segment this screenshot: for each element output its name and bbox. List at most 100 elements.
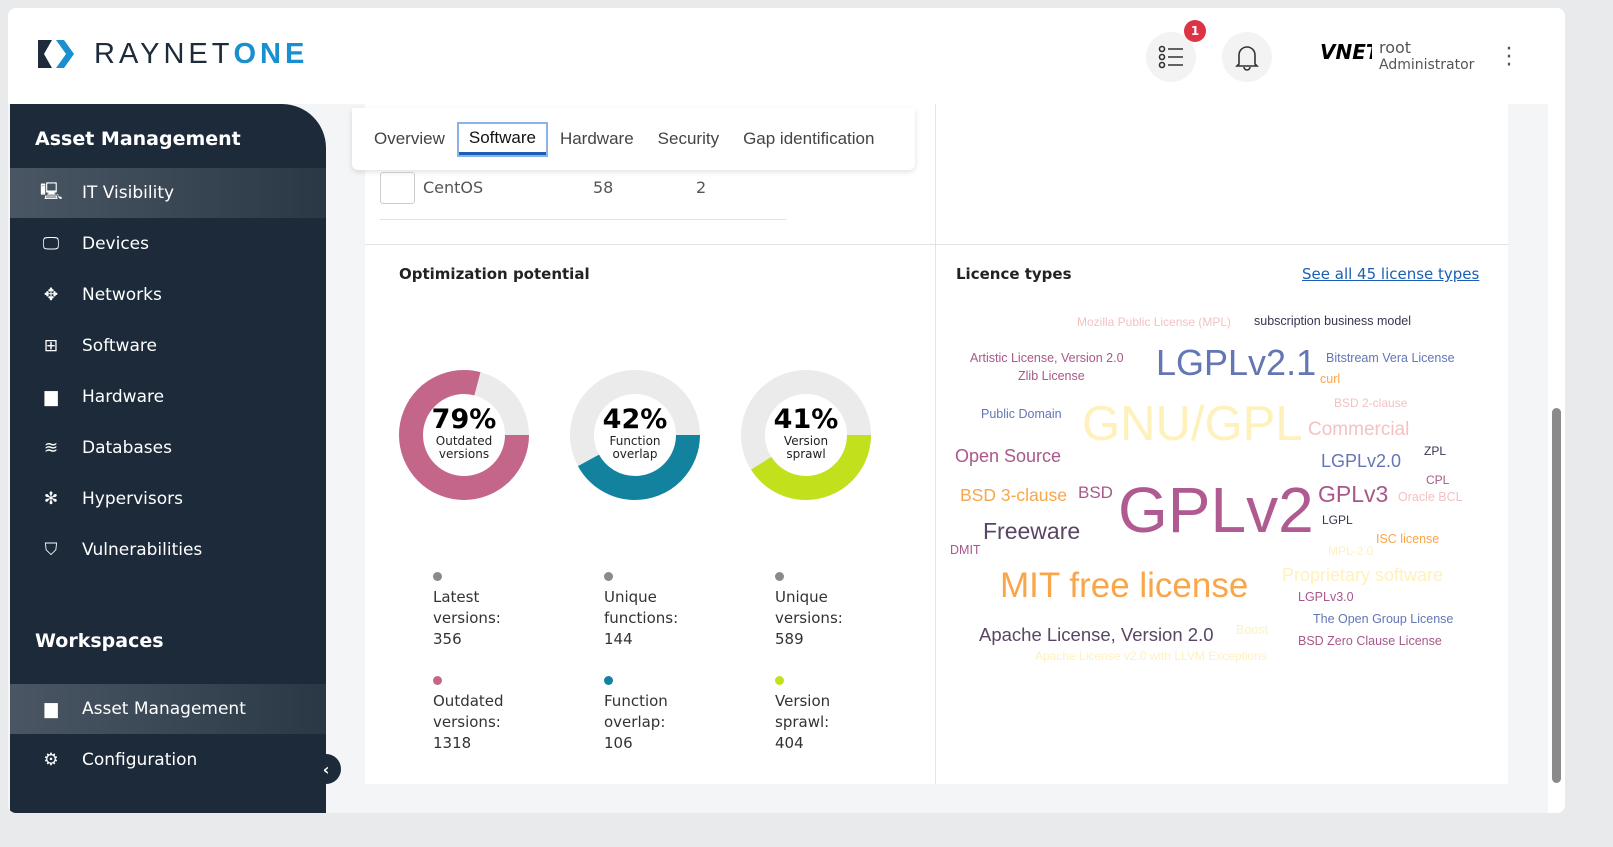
legend-value: 144 <box>604 630 633 648</box>
logo-mark-icon <box>38 40 74 68</box>
sidebar: Asset Management 🖳 IT Visibility 🖵 Devices ✥… <box>10 104 326 813</box>
donut-caption: Version <box>783 435 829 448</box>
sidebar-item-label: Vulnerabilities <box>82 540 203 560</box>
license-word[interactable]: Mozilla Public License (MPL) <box>1077 315 1232 329</box>
legend-item: Function overlap: 106 <box>604 676 684 754</box>
legend-value: 1318 <box>433 734 472 752</box>
header: RAYNETONE 1 VNET root Administrator ··· <box>8 8 1548 104</box>
donut-percent: 79% <box>431 404 497 435</box>
user-info[interactable]: root Administrator <box>1379 38 1474 73</box>
license-word[interactable]: GPLv3 <box>1318 481 1389 507</box>
sidebar-item-databases[interactable]: ≋ Databases <box>10 423 326 473</box>
license-word[interactable]: Freeware <box>983 518 1081 544</box>
license-word[interactable]: The Open Group License <box>1313 612 1454 626</box>
logo-suffix: ONE <box>233 37 309 70</box>
sidebar-item-networks[interactable]: ✥ Networks <box>10 270 326 320</box>
license-word[interactable]: GPLv2 <box>1118 474 1314 546</box>
license-word[interactable]: MPL-2.0 <box>1328 544 1374 558</box>
license-word[interactable]: GNU/GPL <box>1082 397 1303 451</box>
license-word[interactable]: Proprietary software <box>1282 565 1444 585</box>
donut-caption: overlap <box>612 448 658 461</box>
os-name: CentOS <box>423 178 484 197</box>
donut-chart: 79% Outdated versions <box>399 370 529 500</box>
donut-arc <box>399 370 529 500</box>
legend-label: Unique versions: <box>775 588 843 627</box>
sidebar-item-label: Devices <box>82 234 149 254</box>
license-word[interactable]: ZPL <box>1424 444 1447 458</box>
license-word[interactable]: Apache License v2.0 with LLVM Exceptions <box>1035 649 1267 663</box>
license-word[interactable]: DMIT <box>950 543 981 557</box>
cell-value: 2 <box>696 178 707 197</box>
legend-item: Version sprawl: 404 <box>775 676 850 754</box>
license-word[interactable]: curl <box>1320 372 1341 386</box>
license-word[interactable]: BSD 2-clause <box>1334 396 1408 410</box>
more-menu-icon[interactable]: · · · <box>1505 37 1513 78</box>
legend-label: Function overlap: <box>604 692 668 731</box>
sidebar-item-label: Software <box>82 336 157 356</box>
notifications-button[interactable] <box>1222 32 1272 82</box>
tab-overview[interactable]: Overview <box>374 129 445 148</box>
tab-software[interactable]: Software <box>456 121 548 157</box>
license-word[interactable]: Zlib License <box>1018 369 1085 383</box>
license-word[interactable]: LGPLv2.1 <box>1156 342 1317 383</box>
sidebar-item-it-visibility[interactable]: 🖳 IT Visibility <box>10 168 326 218</box>
license-word[interactable]: LGPLv2.0 <box>1321 451 1402 471</box>
user-name: root <box>1379 38 1412 57</box>
license-word[interactable]: Boost <box>1236 623 1268 637</box>
license-word[interactable]: Apache License, Version 2.0 <box>979 624 1214 645</box>
license-word[interactable]: Artistic License, Version 2.0 <box>970 351 1124 365</box>
table-row[interactable]: CentOS 58 2 <box>380 170 786 220</box>
donut-chart: 42% Function overlap <box>570 370 700 500</box>
scrollbar[interactable] <box>1548 8 1565 813</box>
sidebar-item-label: Databases <box>82 438 172 458</box>
sidebar-item-configuration[interactable]: ⚙ Configuration <box>10 735 326 785</box>
app-window: RAYNETONE 1 VNET root Administrator ··· … <box>8 8 1565 813</box>
tab-gap-identification[interactable]: Gap identification <box>743 129 875 148</box>
see-all-license-types-link[interactable]: See all 45 license types <box>1302 265 1480 283</box>
sidebar-item-software[interactable]: ⊞ Software <box>10 321 326 371</box>
license-word[interactable]: LGPL <box>1322 513 1353 527</box>
sidebar-item-devices[interactable]: 🖵 Devices <box>10 219 326 269</box>
tab-hardware[interactable]: Hardware <box>559 129 634 148</box>
sidebar-item-vulnerabilities[interactable]: ⛉ Vulnerabilities <box>10 525 326 575</box>
license-word[interactable]: Open Source <box>955 446 1062 466</box>
license-word[interactable]: Commercial <box>1308 419 1410 440</box>
collapse-sidebar-button[interactable]: ‹ <box>311 754 341 784</box>
license-word[interactable]: BSD <box>1078 483 1113 502</box>
avatar[interactable]: VNET <box>1320 40 1372 64</box>
divider <box>935 104 936 784</box>
sidebar-item-hardware[interactable]: ▆ Hardware <box>10 372 326 422</box>
legend-dot <box>433 676 442 685</box>
tasks-button[interactable] <box>1146 32 1196 82</box>
sidebar-item-label: Networks <box>82 285 162 305</box>
license-word[interactable]: BSD 3-clause <box>960 485 1067 505</box>
legend-value: 106 <box>604 734 633 752</box>
legend-value: 356 <box>433 630 462 648</box>
tab-security[interactable]: Security <box>657 129 720 148</box>
shield-icon: ⛉ <box>44 540 58 560</box>
license-word[interactable]: ISC license <box>1376 532 1440 546</box>
legend-label: Latest versions: <box>433 588 501 627</box>
license-word[interactable]: BSD Zero Clause License <box>1298 634 1442 648</box>
license-word[interactable]: Bitstream Vera License <box>1326 351 1455 365</box>
license-word[interactable]: subscription business model <box>1254 314 1412 328</box>
raynetone-logo[interactable]: RAYNETONE <box>34 36 308 72</box>
license-word[interactable]: LGPLv3.0 <box>1298 590 1354 604</box>
sidebar-item-label: Asset Management <box>82 699 246 719</box>
sidebar-item-asset-management[interactable]: ▆ Asset Management <box>10 684 326 734</box>
donut-caption: sprawl <box>786 448 826 461</box>
tab-bar: Overview Software Hardware Security Gap iden… <box>352 108 915 170</box>
legend-label: Outdated versions: <box>433 692 504 731</box>
license-word[interactable]: CPL <box>1426 473 1450 487</box>
license-word[interactable]: MIT free license <box>1000 566 1249 605</box>
bell-icon <box>1235 46 1259 71</box>
briefcase-icon: ▆ <box>44 699 58 719</box>
hardware-icon: ▆ <box>44 387 58 407</box>
sidebar-item-hypervisors[interactable]: ✻ Hypervisors <box>10 474 326 524</box>
license-word[interactable]: Public Domain <box>981 407 1062 421</box>
scrollbar-thumb[interactable] <box>1552 408 1561 783</box>
donut-caption: Function <box>609 435 661 448</box>
license-word[interactable]: Oracle BCL <box>1398 490 1463 504</box>
legend-dot <box>775 572 784 581</box>
donut-arc <box>741 370 871 500</box>
